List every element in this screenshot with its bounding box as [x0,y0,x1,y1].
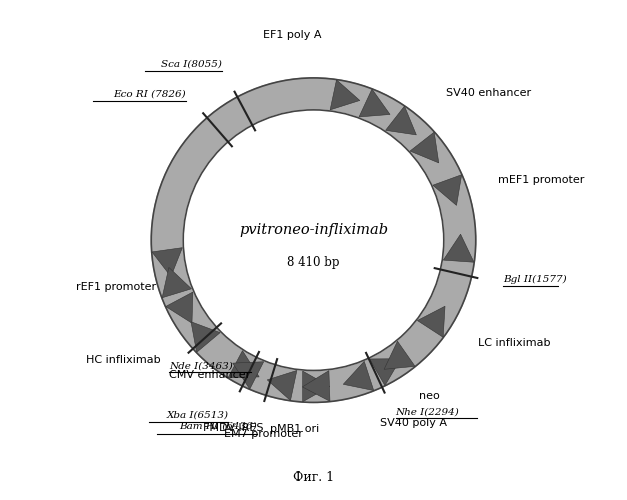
Polygon shape [267,370,297,400]
Polygon shape [330,80,360,110]
Polygon shape [162,268,191,298]
Text: EM7 promoter: EM7 promoter [224,429,303,439]
Text: Sca I(8055): Sca I(8055) [161,60,223,68]
Polygon shape [359,89,390,117]
Circle shape [183,110,444,370]
Polygon shape [369,358,401,386]
Polygon shape [233,362,264,389]
Text: Bam HI (6436): Bam HI (6436) [179,422,256,430]
Polygon shape [302,370,330,402]
Polygon shape [384,341,415,370]
Text: SV40 enhancer: SV40 enhancer [446,88,531,98]
Text: neo: neo [419,391,440,401]
Text: 8 410 bp: 8 410 bp [287,256,340,269]
Polygon shape [228,350,259,378]
Text: pvitroneo-infliximab: pvitroneo-infliximab [239,224,388,237]
Text: mEF1 promoter: mEF1 promoter [498,175,584,185]
Text: Nhe I(2294): Nhe I(2294) [396,407,460,416]
Text: CMV enhancer: CMV enhancer [169,370,250,380]
Text: Фиг. 1: Фиг. 1 [293,470,334,484]
Text: LC infliximab: LC infliximab [478,338,551,348]
Text: SV40 poly A: SV40 poly A [380,418,447,428]
Text: rEF1 promoter: rEF1 promoter [76,282,156,292]
Polygon shape [303,371,330,402]
Polygon shape [433,174,461,206]
Text: Nde I(3463): Nde I(3463) [169,361,233,370]
Polygon shape [191,322,220,352]
Circle shape [151,78,476,402]
Text: HC infliximab: HC infliximab [86,354,161,364]
Text: pMB1 ori: pMB1 ori [270,424,319,434]
Text: Eco RI (7826): Eco RI (7826) [113,89,186,98]
Polygon shape [343,362,374,390]
Polygon shape [418,306,445,338]
Polygon shape [410,132,439,163]
Text: EF1 poly A: EF1 poly A [263,30,322,40]
Polygon shape [166,292,193,323]
Polygon shape [386,106,416,135]
Polygon shape [443,234,474,262]
Polygon shape [152,248,182,276]
Text: Xba I(6513): Xba I(6513) [166,410,228,419]
Text: Bgl II(1577): Bgl II(1577) [503,274,566,284]
Text: FMDV IRES: FMDV IRES [203,423,263,433]
